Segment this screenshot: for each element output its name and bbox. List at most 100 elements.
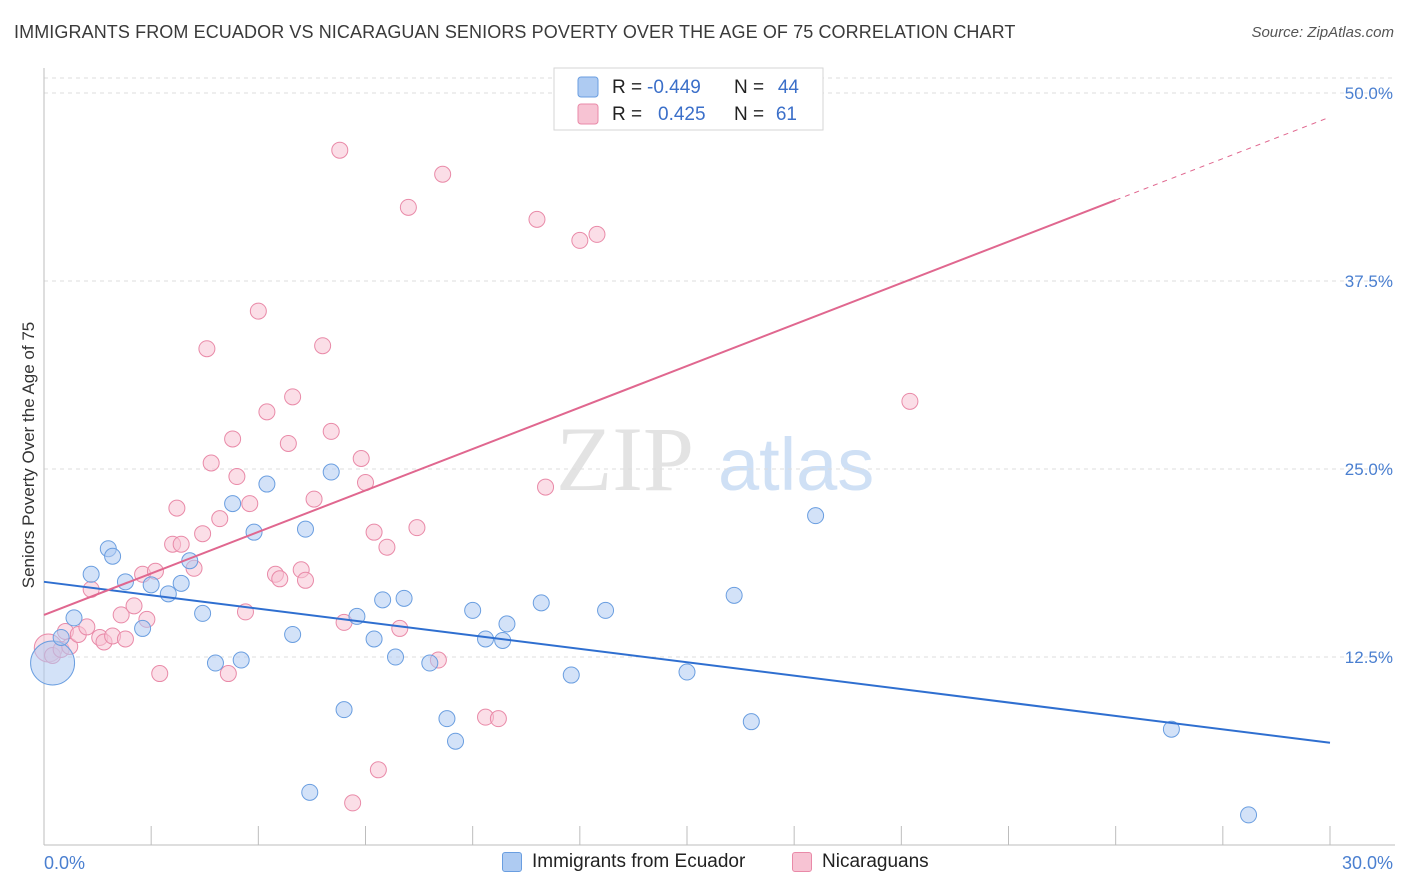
point-nicaraguans	[296, 571, 314, 589]
x-tick-label-min: 0.0%	[44, 853, 85, 873]
point-ecuador	[395, 589, 413, 607]
legend-n-label-ecuador: N =	[734, 77, 764, 98]
point-nicaraguans	[202, 454, 220, 472]
point-nicaraguans	[78, 618, 96, 636]
legend-r-value-ecuador: -0.449	[647, 77, 701, 98]
point-nicaraguans	[194, 525, 212, 543]
legend-swatch-nicaraguans	[577, 103, 599, 125]
point-nicaraguans	[408, 519, 426, 537]
trend-line-ecuador	[43, 580, 1331, 744]
point-nicaraguans	[352, 449, 370, 467]
point-nicaraguans	[489, 710, 507, 728]
point-ecuador	[562, 666, 580, 684]
point-ecuador	[1162, 720, 1180, 738]
point-ecuador	[206, 654, 224, 672]
point-ecuador	[374, 591, 392, 609]
point-ecuador	[82, 565, 100, 583]
gridlines	[44, 77, 1395, 658]
watermark: ZIP atlas	[556, 408, 874, 510]
point-nicaraguans	[172, 535, 190, 553]
point-nicaraguans	[258, 403, 276, 421]
source-credit: Source: ZipAtlas.com	[1251, 24, 1394, 41]
point-nicaraguans	[211, 510, 229, 528]
axes	[43, 68, 1395, 846]
point-ecuador	[335, 701, 353, 719]
series-ecuador-points	[30, 463, 1258, 824]
legend-n-value-nicaraguans: 61	[776, 104, 797, 125]
point-ecuador	[365, 630, 383, 648]
point-ecuador	[142, 576, 160, 594]
point-nicaraguans	[901, 392, 919, 410]
point-nicaraguans	[305, 490, 323, 508]
legend-n-value-ecuador: 44	[778, 77, 800, 98]
series-nicaraguans-points	[33, 141, 919, 812]
legend: R = -0.449 N = 44 R = 0.425 N = 61	[553, 67, 824, 131]
point-nicaraguans	[331, 141, 349, 159]
point-nicaraguans	[571, 231, 589, 249]
bottom-legend-label-nicaraguans: Nicaraguans	[822, 851, 929, 872]
legend-r-label-ecuador: R =	[612, 77, 642, 98]
chart-title: IMMIGRANTS FROM ECUADOR VS NICARAGUAN SE…	[14, 22, 1016, 42]
point-ecuador	[232, 651, 250, 669]
point-nicaraguans	[588, 225, 606, 243]
point-ecuador	[296, 520, 314, 538]
bottom-legend: Immigrants from Ecuador Nicaraguans	[0, 851, 1406, 879]
legend-swatch-ecuador	[577, 76, 599, 98]
point-nicaraguans	[241, 495, 259, 513]
point-ecuador	[438, 710, 456, 728]
point-ecuador	[104, 547, 122, 565]
point-nicaraguans	[228, 468, 246, 486]
point-ecuador	[194, 604, 212, 622]
point-nicaraguans	[322, 422, 340, 440]
x-tick-label-max: 30.0%	[1342, 853, 1393, 873]
point-nicaraguans	[378, 538, 396, 556]
watermark-atlas: atlas	[718, 423, 874, 506]
legend-r-label-nicaraguans: R =	[612, 104, 642, 125]
point-ecuador	[159, 585, 177, 603]
point-nicaraguans	[314, 337, 332, 355]
point-nicaraguans	[198, 340, 216, 358]
bottom-legend-nicaraguans: Nicaraguans	[792, 851, 929, 873]
point-nicaraguans	[399, 198, 417, 216]
y-tick-labels: 12.5% 25.0% 37.5% 50.0%	[1345, 84, 1393, 667]
point-ecuador	[498, 615, 516, 633]
point-nicaraguans	[249, 302, 267, 320]
x-ticks	[43, 826, 1331, 845]
point-nicaraguans	[369, 761, 387, 779]
point-ecuador	[52, 628, 70, 646]
point-nicaraguans	[537, 478, 555, 496]
point-ecuador	[464, 601, 482, 619]
x-tick-labels: 0.0% 30.0%	[44, 853, 1393, 873]
point-ecuador	[387, 648, 405, 666]
point-nicaraguans	[112, 606, 130, 624]
point-nicaraguans	[434, 165, 452, 183]
point-ecuador	[678, 663, 696, 681]
bottom-legend-swatch-nicaraguans	[792, 852, 812, 872]
point-ecuador	[30, 640, 76, 686]
point-ecuador	[301, 783, 319, 801]
point-ecuador	[807, 507, 825, 525]
y-axis-label: Seniors Poverty Over the Age of 75	[19, 322, 38, 588]
point-nicaraguans	[279, 434, 297, 452]
point-ecuador	[172, 574, 190, 592]
point-ecuador	[742, 713, 760, 731]
point-ecuador	[224, 495, 242, 513]
point-ecuador	[532, 594, 550, 612]
watermark-zip: ZIP	[556, 408, 694, 510]
point-nicaraguans	[151, 665, 169, 683]
point-nicaraguans	[528, 210, 546, 228]
point-nicaraguans	[391, 619, 409, 637]
point-ecuador	[65, 609, 83, 627]
legend-n-label-nicaraguans: N =	[734, 104, 764, 125]
point-nicaraguans	[344, 794, 362, 812]
point-ecuador	[1240, 806, 1258, 824]
point-ecuador	[725, 586, 743, 604]
y-tick-label: 25.0%	[1345, 460, 1393, 479]
y-tick-label: 12.5%	[1345, 648, 1393, 667]
point-ecuador	[597, 601, 615, 619]
trend-line-nicaraguans	[43, 199, 1117, 616]
point-ecuador	[134, 619, 152, 637]
point-nicaraguans	[168, 499, 186, 517]
point-nicaraguans	[224, 430, 242, 448]
